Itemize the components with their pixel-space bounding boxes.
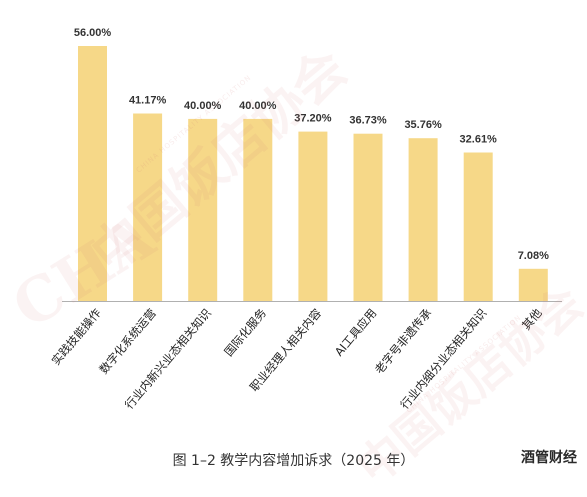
data-label-2: 40.00% <box>184 100 222 112</box>
bar-1 <box>133 113 163 301</box>
bar-7 <box>463 152 493 301</box>
category-label-8: 其他 <box>519 306 545 333</box>
brand-logo-text: 酒管财经 <box>521 450 577 466</box>
data-label-3: 40.00% <box>239 100 277 112</box>
chart-caption: 图 1–2 教学内容增加诉求（2025 年） <box>172 453 415 469</box>
category-label-5: AI工具应用 <box>332 306 380 359</box>
bar-5 <box>353 133 383 301</box>
bar-0 <box>78 46 107 301</box>
category-label-3: 国际化服务 <box>221 306 269 359</box>
category-label-6: 老字号非遗传承 <box>372 306 435 377</box>
data-label-0: 56.00% <box>74 27 112 39</box>
data-label-7: 32.61% <box>460 134 498 146</box>
category-label-1: 数字化系统运营 <box>96 306 158 377</box>
bar-2 <box>188 118 218 302</box>
data-label-1: 41.17% <box>129 95 167 107</box>
data-label-4: 37.20% <box>294 113 332 125</box>
bar-3 <box>243 118 273 302</box>
category-label-0: 实践技能操作 <box>49 306 104 368</box>
data-label-6: 35.76% <box>404 119 442 131</box>
data-label-5: 36.73% <box>349 115 387 127</box>
bar-4 <box>298 131 328 301</box>
bar-8 <box>518 268 548 301</box>
bar-chart: 56.00%实践技能操作41.17%数字化系统运营40.00%行业内新兴业态相关… <box>49 27 562 412</box>
bar-6 <box>408 138 438 301</box>
data-label-8: 7.08% <box>518 250 549 262</box>
